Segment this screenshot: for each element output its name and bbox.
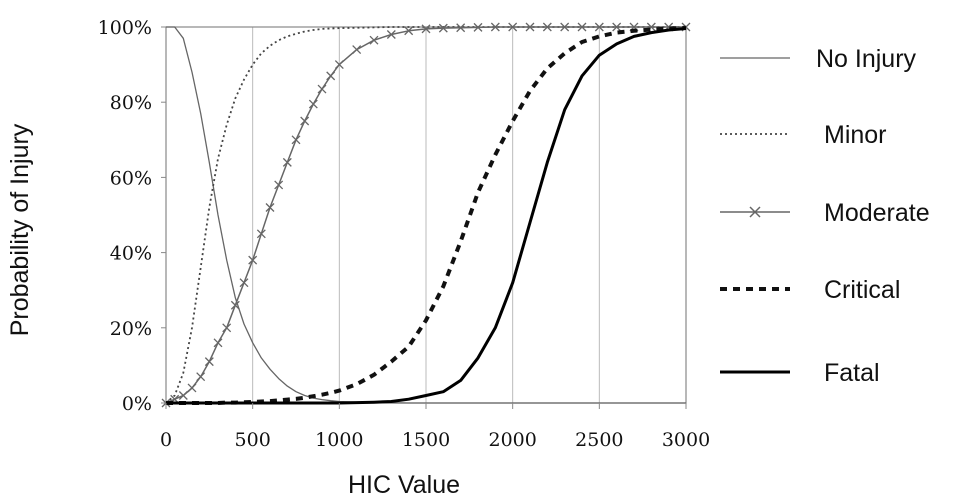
data-point-marker	[222, 323, 232, 333]
data-point-marker	[369, 35, 379, 45]
legend-label: Critical	[824, 276, 900, 304]
data-point-marker	[386, 30, 396, 39]
data-point-marker	[178, 391, 188, 400]
series-moderate	[161, 22, 691, 408]
legend-label: Moderate	[824, 199, 930, 227]
y-tick-label: 100%	[98, 17, 152, 39]
data-point-marker	[196, 372, 206, 382]
x-tick-label: 1500	[402, 429, 450, 451]
data-point-marker	[308, 99, 318, 109]
legend-item-moderate: Moderate	[720, 199, 930, 227]
data-point-marker	[187, 383, 197, 393]
legend-label: No Injury	[816, 45, 917, 73]
legend-item-fatal: Fatal	[720, 359, 880, 387]
data-point-marker	[326, 71, 336, 81]
y-axis-ticks: 0% 20% 40% 60% 80% 100%	[98, 17, 166, 415]
data-point-marker	[230, 300, 240, 310]
data-point-marker	[274, 180, 284, 190]
data-point-marker	[291, 135, 301, 145]
data-point-marker	[248, 255, 258, 265]
x-axis-title: HIC Value	[348, 471, 460, 499]
data-point-marker	[490, 22, 500, 32]
data-point-marker	[334, 60, 344, 70]
legend-item-minor: Minor	[720, 121, 887, 149]
y-tick-label: 0%	[122, 393, 152, 415]
data-point-marker	[456, 23, 466, 33]
data-point-marker	[421, 24, 431, 34]
legend-label: Fatal	[824, 359, 880, 387]
x-tick-label: 0	[160, 429, 172, 451]
y-tick-label: 40%	[110, 243, 152, 265]
legend-item-no-injury: No Injury	[720, 45, 917, 73]
x-tick-label: 2500	[575, 429, 623, 451]
y-tick-label: 60%	[110, 167, 152, 189]
data-point-marker	[352, 45, 362, 55]
data-point-marker	[239, 278, 249, 288]
data-point-marker	[265, 203, 275, 212]
grid-lines	[252, 27, 600, 403]
x-tick-label: 3000	[662, 429, 710, 451]
series-layer	[161, 22, 691, 408]
series-minor	[165, 26, 686, 404]
x-tick-label: 1000	[315, 429, 363, 451]
y-tick-label: 20%	[110, 318, 152, 340]
chart-legend: No Injury Minor Moderate Critical Fatal	[720, 45, 930, 387]
x-tick-label: 500	[235, 429, 271, 451]
x-axis-ticks: 0 500 1000 1500 2000 2500 3000	[160, 403, 710, 451]
y-axis-title: Probability of Injury	[6, 123, 34, 336]
data-point-marker	[560, 22, 570, 32]
legend-marker	[749, 206, 761, 218]
x-tick-label: 2000	[488, 429, 536, 451]
data-point-marker	[204, 357, 214, 367]
data-point-marker	[612, 22, 622, 32]
y-tick-label: 80%	[110, 92, 152, 114]
legend-label: Minor	[824, 121, 887, 149]
data-point-marker	[317, 84, 327, 94]
data-point-marker	[525, 22, 535, 32]
data-point-marker	[404, 26, 414, 36]
data-point-marker	[508, 22, 518, 32]
data-point-marker	[300, 116, 310, 126]
data-point-marker	[282, 157, 292, 167]
legend-item-critical: Critical	[720, 276, 900, 304]
data-point-marker	[542, 22, 552, 32]
data-point-marker	[577, 22, 587, 32]
data-point-marker	[473, 22, 483, 32]
data-point-marker	[213, 338, 223, 348]
data-point-marker	[256, 229, 266, 239]
data-point-marker	[438, 23, 448, 33]
data-point-marker	[594, 22, 604, 32]
series-line-minor	[165, 26, 686, 404]
